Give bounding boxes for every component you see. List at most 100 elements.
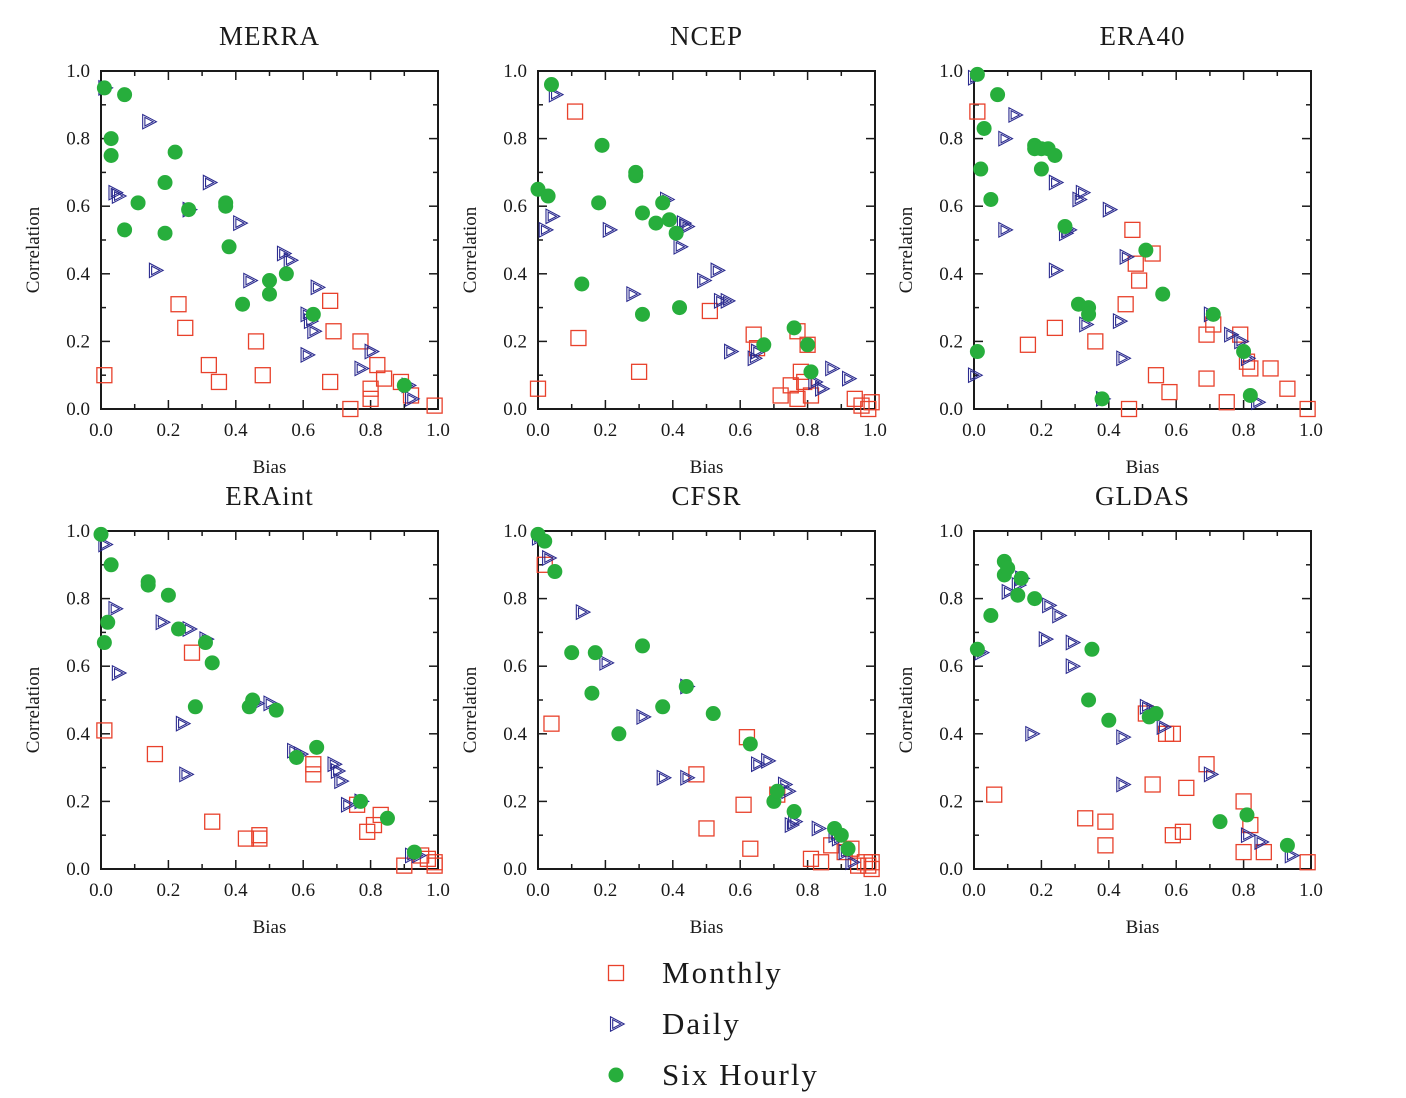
point-daily-inner bbox=[1118, 731, 1129, 743]
point-daily-outer bbox=[300, 346, 316, 364]
square-icon bbox=[607, 964, 625, 982]
x-axis-label: Bias bbox=[1126, 457, 1160, 478]
point-daily-inner bbox=[157, 617, 168, 628]
point-six-hourly bbox=[840, 841, 856, 857]
x-tick-label: 0.2 bbox=[157, 420, 181, 441]
point-daily-outer bbox=[602, 221, 619, 238]
point-daily-outer bbox=[673, 238, 689, 255]
point-daily bbox=[1038, 631, 1055, 648]
point-six-hourly bbox=[1027, 591, 1043, 607]
legend-label: Monthly bbox=[662, 955, 783, 990]
y-tick-label: 0.0 bbox=[66, 399, 90, 420]
point-six-hourly bbox=[103, 131, 119, 147]
point-daily-outer bbox=[548, 86, 565, 103]
y-axis-label: Correlation bbox=[896, 206, 917, 293]
point-daily-outer bbox=[1254, 833, 1270, 851]
point-daily bbox=[720, 292, 737, 309]
series-six-hourly bbox=[530, 526, 856, 857]
point-six-hourly bbox=[96, 80, 112, 96]
point-daily-outer bbox=[310, 279, 327, 296]
series-monthly bbox=[536, 556, 880, 878]
y-axis-label: Correlation bbox=[460, 666, 481, 753]
point-monthly bbox=[254, 367, 271, 384]
point-daily-outer bbox=[404, 390, 421, 407]
y-tick-label: 0.8 bbox=[66, 129, 90, 150]
series-six-hourly bbox=[969, 553, 1295, 853]
point-six-hourly bbox=[1236, 344, 1252, 360]
point-monthly bbox=[396, 857, 413, 874]
point-daily-inner bbox=[407, 393, 418, 405]
point-daily-outer bbox=[1119, 248, 1136, 266]
point-daily bbox=[283, 252, 300, 269]
point-daily-outer bbox=[1052, 607, 1068, 624]
point-daily-inner bbox=[285, 255, 296, 266]
x-tick-label: 0.2 bbox=[157, 880, 181, 901]
point-daily-inner bbox=[312, 282, 323, 293]
x-tick-label: 0.6 bbox=[291, 420, 315, 441]
point-daily-inner bbox=[1067, 637, 1078, 648]
point-daily bbox=[811, 820, 828, 837]
x-tick-label: 0.4 bbox=[224, 420, 248, 441]
point-daily bbox=[575, 604, 592, 621]
plot-frame bbox=[100, 70, 439, 410]
point-daily bbox=[142, 113, 158, 130]
y-tick-label: 1.0 bbox=[66, 521, 90, 542]
point-six-hourly bbox=[309, 739, 325, 755]
x-tick-label: 0.0 bbox=[526, 880, 550, 901]
point-daily-inner bbox=[343, 799, 354, 811]
point-daily-inner bbox=[1077, 187, 1088, 198]
point-monthly bbox=[1262, 360, 1279, 377]
point-daily bbox=[1254, 833, 1270, 851]
point-monthly bbox=[570, 329, 587, 347]
point-six-hourly bbox=[1057, 218, 1073, 234]
point-daily-inner bbox=[638, 711, 649, 723]
point-daily bbox=[1075, 184, 1092, 201]
point-daily-outer bbox=[1203, 766, 1220, 783]
panel-title: CFSR bbox=[671, 481, 741, 511]
point-daily bbox=[841, 370, 858, 387]
point-six-hourly bbox=[1084, 641, 1100, 657]
point-six-hourly bbox=[96, 635, 112, 651]
point-monthly bbox=[352, 333, 369, 350]
x-tick-label: 1.0 bbox=[1299, 880, 1323, 901]
point-daily bbox=[1048, 262, 1065, 279]
legend-label: Daily bbox=[662, 1006, 741, 1041]
point-daily-outer bbox=[967, 367, 984, 384]
point-daily bbox=[233, 214, 249, 232]
point-monthly bbox=[1174, 823, 1192, 840]
point-daily-outer bbox=[364, 343, 380, 360]
point-six-hourly bbox=[969, 641, 985, 657]
point-daily bbox=[202, 174, 219, 191]
point-monthly bbox=[1120, 400, 1138, 418]
point-daily bbox=[111, 664, 128, 682]
point-daily-inner bbox=[827, 363, 838, 374]
point-daily-outer bbox=[626, 285, 642, 303]
point-daily bbox=[340, 796, 357, 813]
point-daily bbox=[750, 756, 767, 773]
point-daily bbox=[548, 86, 565, 103]
point-monthly bbox=[1161, 383, 1178, 401]
point-daily-outer bbox=[108, 600, 124, 617]
point-six-hourly bbox=[973, 161, 989, 177]
x-tick-label: 0.4 bbox=[661, 420, 685, 441]
point-daily-outer bbox=[155, 614, 172, 631]
point-monthly bbox=[322, 292, 339, 309]
point-six-hourly bbox=[221, 239, 237, 255]
point-six-hourly bbox=[1279, 837, 1295, 853]
point-daily-inner bbox=[302, 349, 313, 361]
point-monthly bbox=[362, 380, 379, 397]
point-six-hourly bbox=[130, 195, 146, 211]
point-daily-outer bbox=[111, 187, 128, 205]
point-six-hourly bbox=[611, 726, 627, 742]
point-six-hourly bbox=[117, 87, 133, 103]
y-tick-label: 0.2 bbox=[939, 331, 963, 352]
point-six-hourly bbox=[769, 783, 785, 799]
y-tick-label: 0.4 bbox=[66, 264, 90, 285]
point-monthly bbox=[863, 394, 880, 411]
point-monthly bbox=[204, 813, 221, 830]
point-daily bbox=[815, 380, 831, 397]
point-six-hourly bbox=[786, 320, 802, 336]
x-tick-label: 0.2 bbox=[1030, 420, 1054, 441]
x-tick-label: 1.0 bbox=[1299, 420, 1323, 441]
point-monthly bbox=[772, 387, 789, 404]
